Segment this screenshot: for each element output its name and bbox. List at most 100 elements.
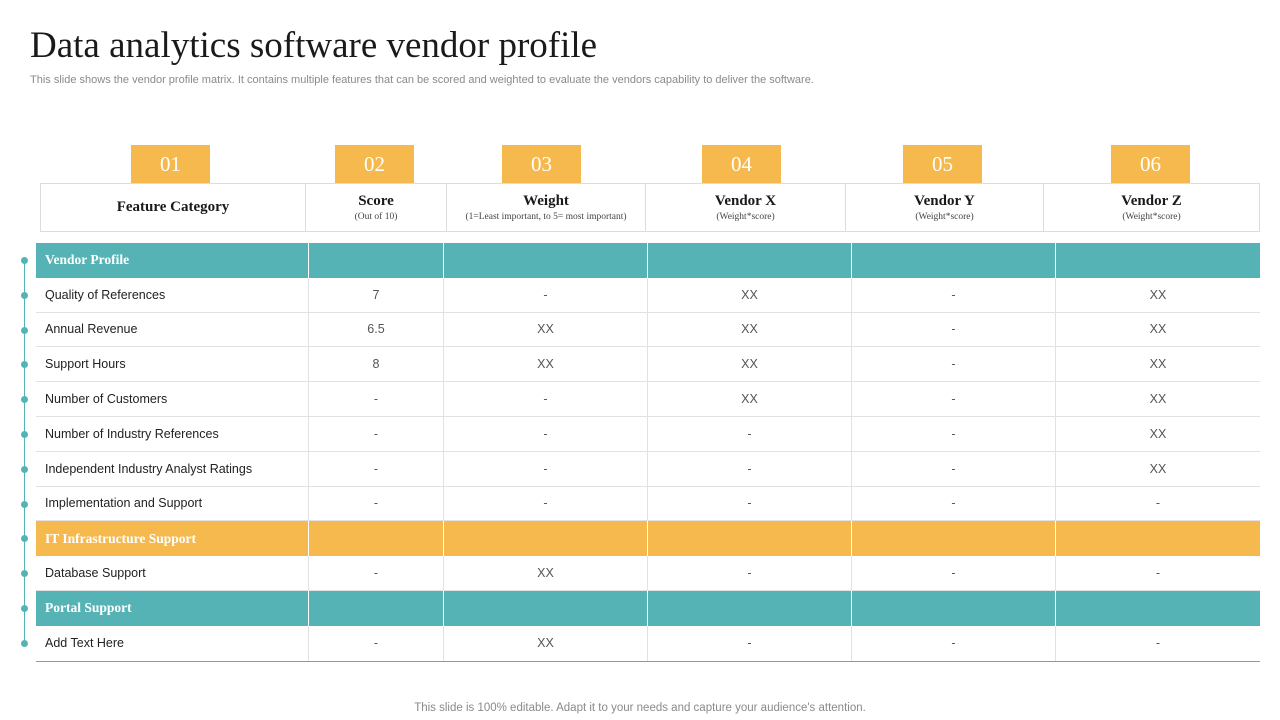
timeline-dot — [21, 604, 28, 612]
value-cell: - — [648, 625, 852, 661]
value-cell: - — [852, 625, 1056, 661]
header-main-label: Weight — [523, 193, 569, 209]
value-cell — [852, 243, 1056, 278]
value-cell: - — [309, 625, 444, 661]
feature-label: Implementation and Support — [36, 486, 309, 521]
page-title: Data analytics software vendor profile — [30, 25, 598, 66]
timeline-dot — [21, 291, 28, 299]
value-cell: 8 — [309, 347, 444, 382]
table-row: Number of Industry References - - - - XX — [36, 416, 1260, 452]
value-cell: - — [648, 451, 852, 486]
value-cell: XX — [1149, 287, 1167, 302]
value-cell — [648, 521, 852, 557]
feature-label: Quality of References — [36, 277, 309, 312]
header-sub-label: (Out of 10) — [354, 212, 398, 222]
timeline-dot — [21, 639, 28, 647]
value-cell — [1056, 243, 1260, 278]
value-cell: - — [852, 486, 1056, 521]
value-cell: - — [852, 347, 1056, 382]
header-sub-label: (Weight*score) — [1122, 212, 1181, 222]
value-cell: - — [309, 451, 444, 486]
table-row: Implementation and Support - - - - - — [36, 486, 1260, 522]
timeline-dot — [21, 361, 28, 369]
timeline-dot — [21, 535, 28, 543]
table-row: Quality of References 7- XX - XX — [36, 277, 1260, 313]
value-cell — [309, 243, 444, 278]
value-cell: - — [444, 486, 648, 521]
section-row: Vendor Profile — [36, 243, 1260, 278]
value-cell: XX — [648, 382, 852, 416]
value-cell — [444, 243, 648, 278]
footer-note: This slide is 100% editable. Adapt it to… — [414, 702, 866, 714]
value-cell: XX — [1149, 322, 1167, 337]
value-cell: XX — [1149, 392, 1167, 407]
value-cell: XX — [648, 277, 852, 312]
feature-label: Annual Revenue — [36, 312, 309, 347]
timeline-dot — [21, 326, 28, 334]
value-cell — [309, 521, 444, 557]
timeline-dot — [21, 430, 28, 438]
header-feature-category: Feature Category — [41, 184, 306, 231]
column-number-tab: 06 — [1111, 145, 1190, 184]
header-sub-label: (Weight*score) — [716, 212, 775, 222]
value-cell: - — [1155, 496, 1161, 511]
timeline-line — [24, 260, 25, 645]
value-cell: - — [1155, 566, 1161, 581]
value-cell: - — [1155, 636, 1161, 651]
header-score: Score (Out of 10) — [306, 184, 447, 231]
value-cell: - — [852, 312, 1056, 347]
column-number-tab: 04 — [702, 145, 781, 184]
value-cell: - — [444, 277, 648, 312]
value-cell: - — [444, 416, 648, 451]
header-main-label: Vendor Y — [914, 193, 975, 209]
header-vendor-x: Vendor X (Weight*score) — [646, 184, 846, 231]
section-title: IT Infrastructure Support — [36, 521, 309, 557]
page-subtitle: This slide shows the vendor profile matr… — [30, 74, 814, 86]
value-cell: XX — [444, 312, 648, 347]
value-cell — [1056, 521, 1260, 556]
vendor-matrix-table: Vendor Profile Quality of References 7- XX -… — [36, 243, 1260, 662]
timeline-dot — [21, 465, 28, 473]
column-number-tab: 05 — [903, 145, 982, 184]
value-cell: XX — [444, 625, 648, 661]
table-row: Number of Customers - - XX - XX — [36, 382, 1260, 417]
value-cell: - — [852, 416, 1056, 451]
timeline-dot — [21, 256, 28, 264]
header-main-label: Vendor Z — [1121, 193, 1182, 209]
value-cell: XX — [648, 312, 852, 347]
value-cell: - — [648, 556, 852, 590]
value-cell — [444, 521, 648, 557]
feature-label: Number of Customers — [36, 382, 309, 416]
value-cell: - — [309, 486, 444, 521]
table-row: Annual Revenue 6.5 XX XX - XX — [36, 312, 1260, 348]
value-cell: - — [852, 382, 1056, 416]
feature-label: Number of Industry References — [36, 416, 309, 451]
value-cell: 6.5 — [309, 312, 444, 347]
table-row: Support Hours 8 XX XX - XX — [36, 347, 1260, 383]
value-cell: - — [852, 451, 1056, 486]
value-cell — [444, 590, 648, 626]
feature-label: Add Text Here — [36, 625, 309, 661]
table-row: Add Text Here - XX - - - — [36, 625, 1260, 661]
value-cell — [1056, 591, 1260, 626]
header-weight: Weight (1=Least important, to 5= most im… — [447, 184, 646, 231]
column-number-tab: 01 — [131, 145, 210, 184]
value-cell — [309, 590, 444, 626]
header-main-label: Score — [358, 193, 394, 209]
value-cell — [852, 521, 1056, 557]
value-cell: - — [648, 416, 852, 451]
feature-label: Database Support — [36, 556, 309, 590]
table-header: Feature Category Score (Out of 10) Weigh… — [40, 183, 1260, 232]
value-cell: - — [444, 451, 648, 486]
table-row: Independent Industry Analyst Ratings - - - -… — [36, 451, 1260, 487]
value-cell: 7 — [309, 277, 444, 312]
value-cell: - — [309, 382, 444, 416]
timeline-dot — [21, 570, 28, 578]
section-row: Portal Support — [36, 590, 1260, 626]
feature-label: Support Hours — [36, 347, 309, 382]
value-cell: XX — [444, 556, 648, 590]
header-vendor-y: Vendor Y (Weight*score) — [846, 184, 1044, 231]
value-cell: XX — [1149, 461, 1167, 476]
section-title: Portal Support — [36, 590, 309, 626]
header-sub-label: (1=Least important, to 5= most important… — [465, 212, 627, 222]
